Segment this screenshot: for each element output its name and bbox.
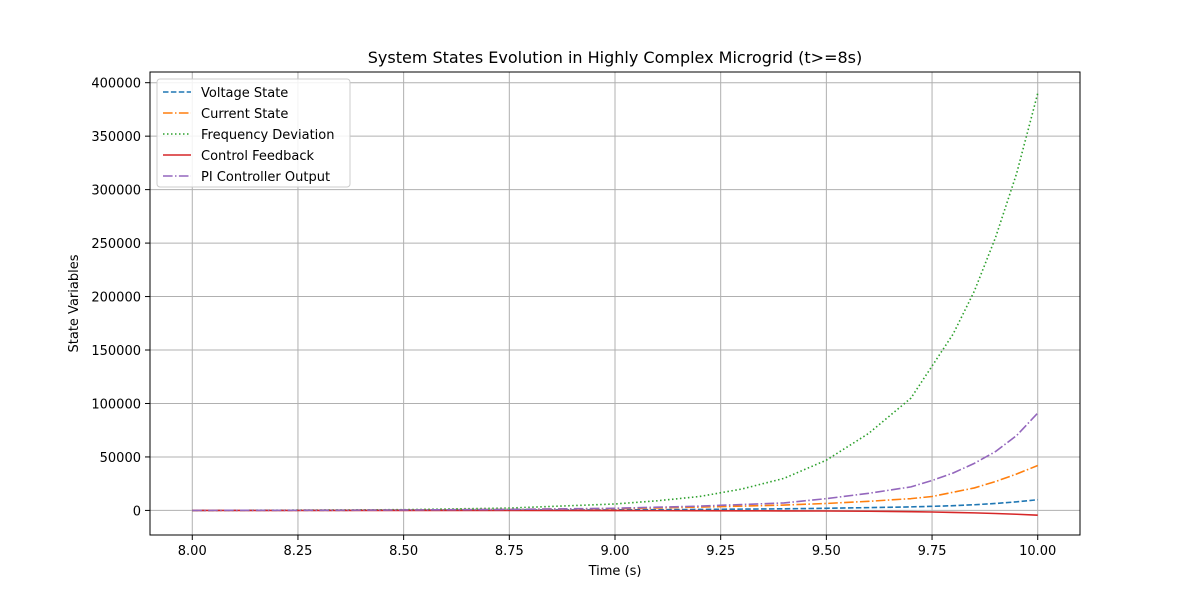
legend-label: Control Feedback: [201, 149, 315, 164]
y-tick-label: 50000: [100, 451, 141, 466]
x-tick-label: 9.00: [601, 544, 630, 559]
series-line-3: [192, 509, 1038, 517]
series-lines: [192, 93, 1039, 517]
legend-label: Voltage State: [201, 86, 288, 101]
chart-title: System States Evolution in Highly Comple…: [368, 48, 863, 67]
x-tick-label: 10.00: [1019, 544, 1056, 559]
y-tick-label: 350000: [91, 130, 141, 145]
x-axis-title: Time (s): [588, 564, 642, 579]
series-line-4: [192, 412, 1039, 512]
y-axis-title: State Variables: [67, 254, 82, 352]
legend-label: PI Controller Output: [201, 170, 330, 185]
y-tick-label: 300000: [91, 184, 141, 199]
x-tick-label: 8.25: [283, 544, 312, 559]
y-tick-label: 400000: [91, 77, 141, 92]
x-tick-label: 8.50: [389, 544, 418, 559]
y-tick-label: 200000: [91, 291, 141, 306]
y-tick-label: 0: [133, 504, 141, 519]
legend-label: Current State: [201, 107, 288, 122]
series-line-2: [192, 93, 1039, 512]
x-tick-label: 8.75: [495, 544, 524, 559]
legend: Voltage State Current State Frequency Devi…: [156, 78, 351, 188]
y-tick-label: 250000: [91, 237, 141, 252]
x-tick-label: 9.25: [706, 544, 735, 559]
x-tick-label: 9.75: [918, 544, 947, 559]
legend-box: [156, 78, 351, 188]
x-tick-label: 8.00: [178, 544, 207, 559]
x-tick-label: 9.50: [812, 544, 841, 559]
series-line-0: [192, 498, 1038, 512]
y-tick-label: 150000: [91, 344, 141, 359]
axis-ticks: 8.00 8.25 8.50 8.75 9.00 9.25 9.50 9.75 10.00 0 50…: [91, 77, 1056, 559]
y-tick-label: 100000: [91, 397, 141, 412]
legend-label: Frequency Deviation: [201, 128, 334, 143]
